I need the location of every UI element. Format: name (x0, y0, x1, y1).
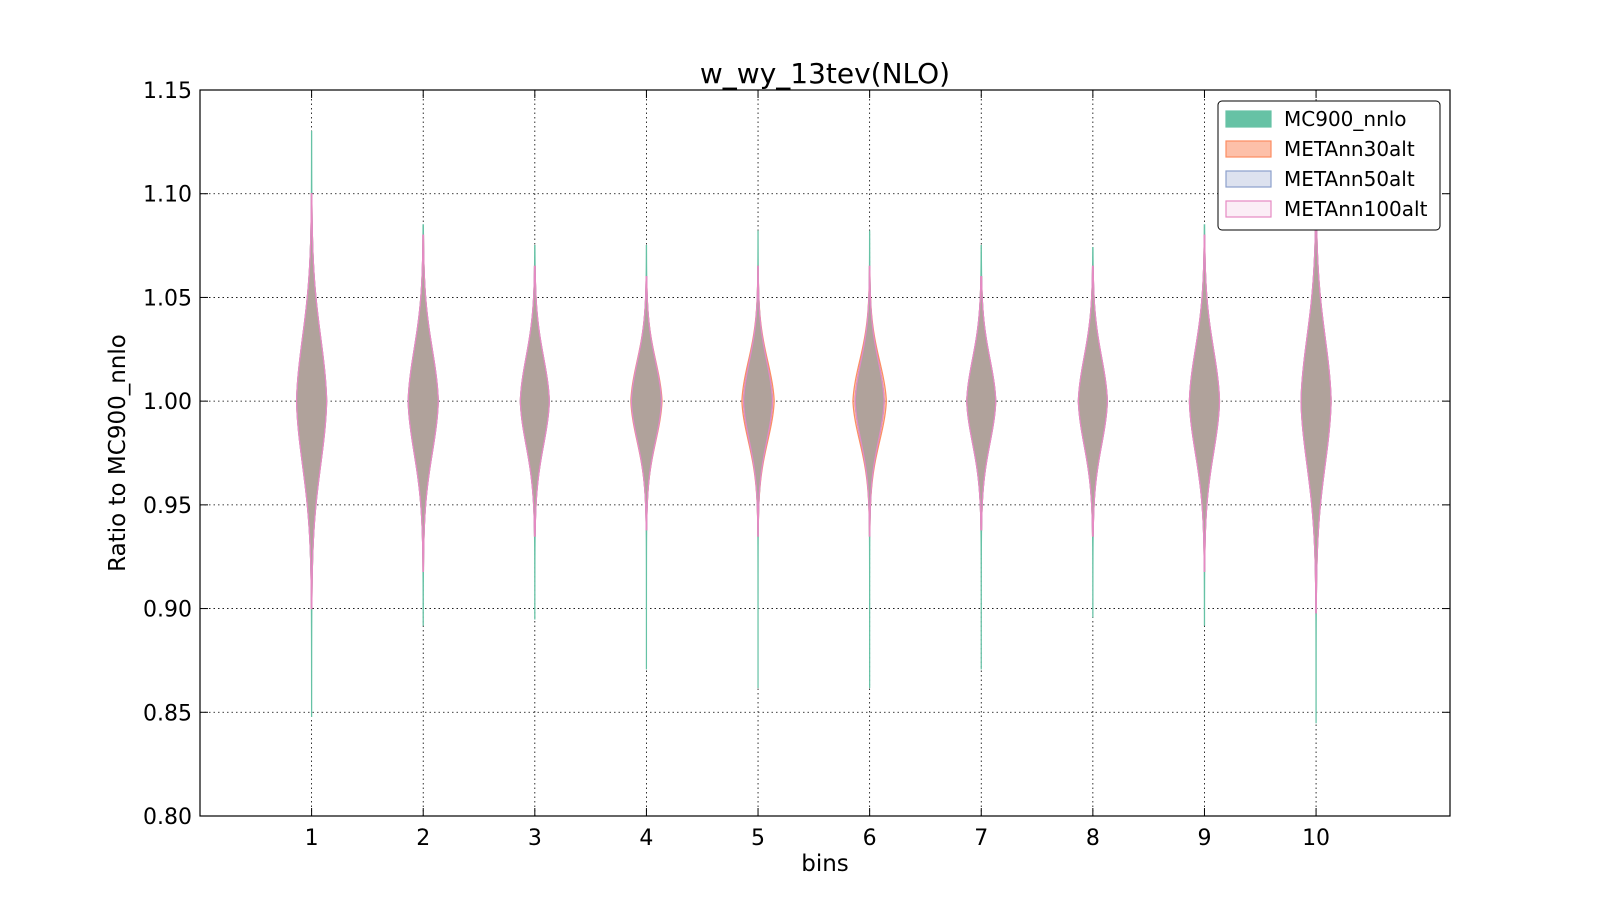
y-axis-label: Ratio to MC900_nnlo (105, 334, 131, 572)
x-tick-label: 9 (1197, 826, 1211, 851)
legend-label: MC900_nnlo (1284, 107, 1407, 131)
axis-ticks: 0.80 0.85 0.90 0.95 1.00 1.05 1.10 1.15 1 2 3 4 5 6 7 8… (143, 79, 1450, 851)
legend-label: METAnn50alt (1284, 167, 1415, 191)
violin-body (1188, 234, 1221, 572)
violin-body (742, 265, 774, 537)
violin-plots (295, 130, 1332, 724)
legend: MC900_nnlo METAnn30alt METAnn50alt METAnn10… (1217, 100, 1441, 231)
legend-swatch (1225, 110, 1272, 128)
y-tick-label: 0.80 (143, 805, 192, 830)
chart-title: w_wy_13tev(NLO) (700, 57, 950, 90)
y-tick-label: 1.05 (143, 286, 192, 311)
violin-body (630, 276, 663, 531)
violin-body (519, 265, 550, 537)
legend-swatch (1225, 200, 1272, 218)
legend-swatch (1225, 170, 1272, 188)
x-tick-label: 6 (863, 826, 877, 851)
y-tick-label: 0.90 (143, 598, 192, 623)
legend-label: METAnn100alt (1284, 197, 1428, 221)
violin-body (966, 276, 997, 531)
x-tick-label: 10 (1302, 826, 1330, 851)
x-tick-label: 4 (639, 826, 653, 851)
x-tick-label: 2 (416, 826, 430, 851)
x-tick-label: 8 (1086, 826, 1100, 851)
legend-label: METAnn30alt (1284, 137, 1415, 161)
violin-body (854, 265, 885, 537)
violin-body (407, 234, 439, 572)
y-tick-label: 0.95 (143, 494, 192, 519)
x-axis-label: bins (801, 851, 849, 877)
y-tick-label: 1.10 (143, 183, 192, 208)
violin-body (295, 193, 328, 610)
x-tick-label: 7 (974, 826, 988, 851)
y-tick-label: 0.85 (143, 701, 192, 726)
plot-frame (199, 89, 1451, 817)
x-tick-label: 5 (751, 826, 765, 851)
legend-swatch (1225, 140, 1272, 158)
x-tick-label: 1 (305, 826, 319, 851)
legend-box (1217, 100, 1441, 231)
x-tick-label: 3 (528, 826, 542, 851)
violin-body (1077, 265, 1108, 537)
y-tick-label: 1.15 (143, 79, 192, 104)
y-tick-label: 1.00 (143, 390, 192, 415)
